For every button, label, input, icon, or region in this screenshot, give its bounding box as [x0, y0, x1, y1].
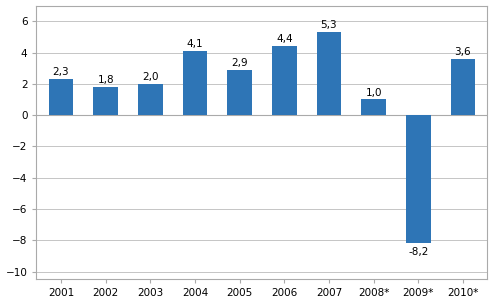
Bar — [451, 59, 475, 115]
Text: 4,4: 4,4 — [276, 34, 292, 44]
Bar — [406, 115, 430, 244]
Text: 2,3: 2,3 — [53, 67, 70, 77]
Text: 2,9: 2,9 — [231, 58, 248, 68]
Bar — [227, 70, 252, 115]
Text: 2,0: 2,0 — [142, 72, 159, 82]
Text: 4,1: 4,1 — [187, 39, 203, 49]
Text: 3,6: 3,6 — [455, 47, 471, 57]
Bar — [317, 32, 341, 115]
Text: 1,0: 1,0 — [365, 88, 382, 98]
Bar — [272, 46, 297, 115]
Text: 1,8: 1,8 — [97, 75, 114, 85]
Text: -8,2: -8,2 — [408, 247, 428, 257]
Bar — [361, 99, 386, 115]
Bar — [183, 51, 207, 115]
Bar — [49, 79, 73, 115]
Bar — [93, 87, 118, 115]
Bar — [138, 84, 163, 115]
Text: 5,3: 5,3 — [320, 20, 337, 30]
